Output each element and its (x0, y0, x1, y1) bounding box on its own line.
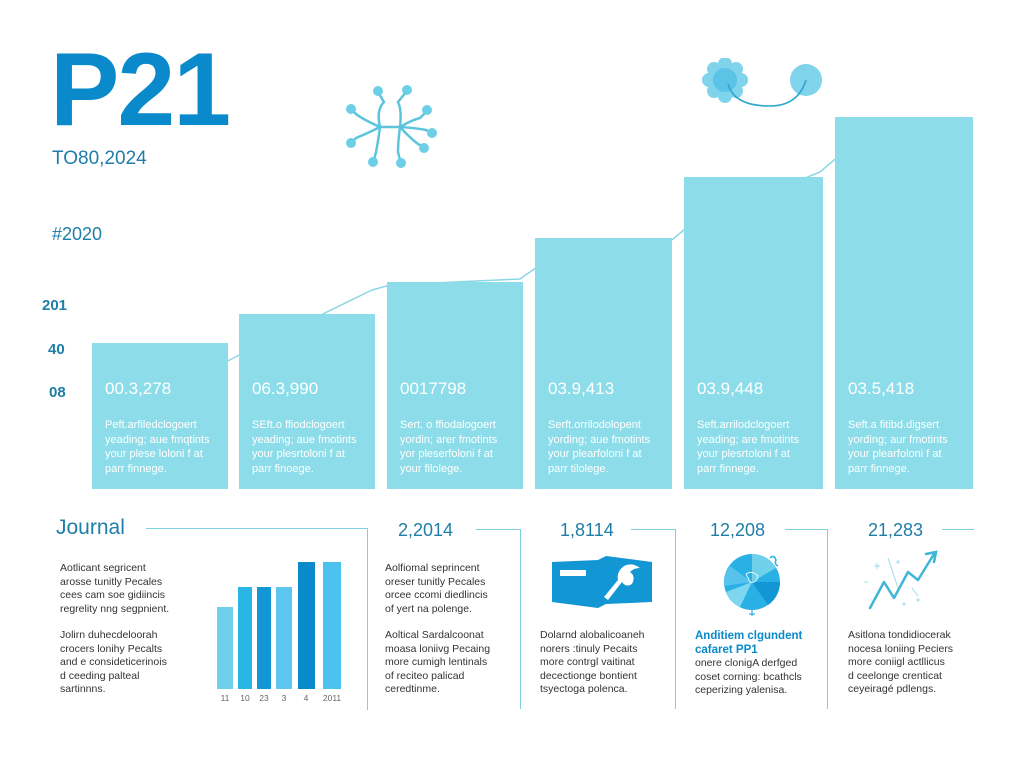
bar-value: 00.3,278 (105, 379, 172, 398)
section-paragraph: onere clonigA derfged coset corning: bcat… (695, 657, 802, 696)
mini-bar (276, 587, 292, 689)
mini-tick-label: 23 (259, 693, 269, 703)
mini-bar (257, 587, 271, 689)
mini-bar (238, 587, 252, 689)
divider (675, 529, 676, 709)
journal-heading: Journal (56, 516, 125, 539)
bar-6: 03.5,418 Seft.a fitibd.digsert yording; a… (835, 117, 973, 489)
mini-bar (298, 562, 315, 689)
y-axis-label: 08 (49, 384, 66, 401)
mini-bar (323, 562, 341, 689)
mini-tick-label: 4 (303, 693, 309, 703)
bar-description: Sert. o ffiodalogoert yordin; arer fmotin… (400, 419, 498, 475)
bar-description: Seft.arrilodclogoert yeading; are fmotint… (697, 419, 800, 475)
divider (785, 529, 827, 530)
bar-description: SEft.o ffiodclogoert yeading; aue fmotint… (252, 419, 357, 475)
page-title: P21 (50, 32, 231, 148)
divider (476, 529, 520, 530)
divider (367, 528, 368, 710)
section-heading: 1,8114 (560, 520, 614, 540)
divider (146, 528, 368, 529)
bar-value: 03.9,413 (548, 379, 615, 398)
section-paragraph: Aoltical Sardalcoonat moasa loniivg Pecai… (385, 629, 491, 695)
bar-description: Seft.a fitibd.digsert yording; aur fmotin… (848, 419, 948, 475)
bar-value: 06.3,990 (252, 379, 319, 398)
trend-up-icon (864, 550, 938, 610)
mini-tick-label: 3 (281, 693, 287, 703)
section-paragraph: Aolfiomal seprincent oreser tunitly Pecal… (385, 562, 488, 615)
bar-value: 0017798 (400, 379, 467, 398)
journal-paragraph-1: Aotlicant segricent arosse tunitly Pecale… (60, 562, 170, 615)
network-molecule-icon (346, 85, 437, 168)
section-heading: 12,208 (710, 520, 766, 540)
bar-value: 03.5,418 (848, 379, 915, 398)
bar-4: 03.9,413 Serft.orrilodolopent yording; au… (535, 238, 672, 489)
bar-description: Peft.arfiledclogoert yeading; aue fmqtint… (105, 419, 210, 475)
mini-bar (217, 607, 233, 689)
y-axis-label: 40 (48, 341, 65, 358)
bar-value: 03.9,448 (697, 379, 764, 398)
y-axis-label: 201 (42, 297, 68, 314)
mini-tick-label: 10 (240, 693, 250, 703)
gear-connector-icon (702, 58, 822, 107)
bar-description: Serft.orrilodolopent yording; aue fmotint… (548, 419, 651, 475)
bar-5: 03.9,448 Seft.arrilodclogoert yeading; ar… (684, 177, 823, 489)
divider (942, 529, 974, 530)
mini-tick-label: 11 (220, 693, 230, 703)
bar-2: 06.3,990 SEft.o ffiodclogoert yeading; au… (239, 314, 375, 489)
year-tag: #2020 (52, 224, 103, 244)
section-paragraph: Asitlona tondidiocerak nocesa loniing Pec… (848, 629, 954, 695)
divider (631, 529, 675, 530)
section-heading: 21,283 (868, 520, 924, 540)
page-subtitle: TO80,2024 (52, 148, 147, 169)
toolbox-icon (552, 556, 652, 608)
bar-3: 0017798 Sert. o ffiodalogoert yordin; are… (387, 282, 523, 489)
divider (827, 529, 828, 709)
mini-tick-label: 2011 (322, 693, 342, 703)
bar-1: 00.3,278 Peft.arfiledclogoert yeading; au… (92, 343, 228, 489)
section-heading: 2,2014 (398, 520, 454, 540)
section-highlight: Anditiem clgundent cafaret PP1 (695, 630, 803, 656)
section-paragraph: Dolarnd alobalicoaneh norers :tinuly Peca… (540, 629, 645, 695)
globe-chart-icon (723, 554, 780, 616)
divider (520, 529, 521, 709)
journal-paragraph-2: Jolirn duhecdeloorah crocers lonihy Pecal… (60, 629, 167, 695)
